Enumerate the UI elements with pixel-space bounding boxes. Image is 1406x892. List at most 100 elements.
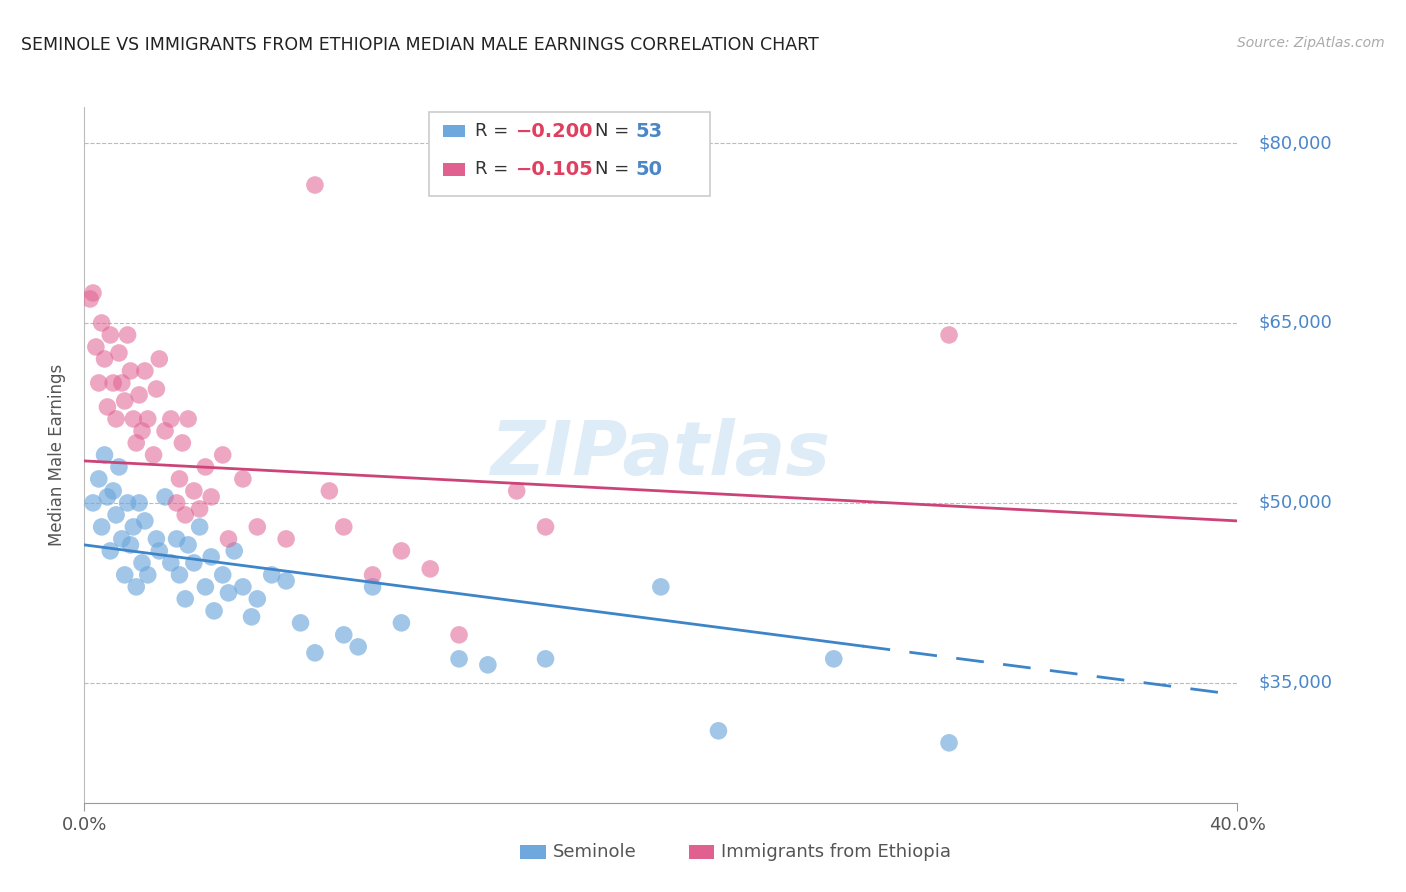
Point [217, 586, 239, 600]
Point [172, 436, 194, 450]
Point [166, 532, 188, 546]
Text: Source: ZipAtlas.com: Source: ZipAtlas.com [1237, 36, 1385, 50]
Point [103, 483, 124, 498]
Text: Seminole: Seminole [553, 843, 637, 861]
Point [160, 556, 183, 570]
Point [87, 376, 110, 390]
Point [117, 496, 139, 510]
Point [290, 615, 312, 630]
Point [169, 567, 191, 582]
Point [361, 567, 384, 582]
Point [125, 436, 148, 450]
Point [93, 351, 115, 366]
Point [136, 567, 159, 582]
Point [391, 615, 413, 630]
Text: $80,000: $80,000 [1258, 134, 1331, 152]
Point [194, 459, 217, 474]
Point [108, 459, 131, 474]
Point [477, 657, 499, 672]
Point [98, 544, 121, 558]
Point [131, 556, 153, 570]
Point [114, 567, 136, 582]
Point [120, 364, 142, 378]
Point [200, 490, 222, 504]
Point [202, 604, 225, 618]
Point [128, 388, 150, 402]
Point [169, 472, 191, 486]
Point [534, 520, 557, 534]
Point [120, 538, 142, 552]
Text: SEMINOLE VS IMMIGRANTS FROM ETHIOPIA MEDIAN MALE EARNINGS CORRELATION CHART: SEMINOLE VS IMMIGRANTS FROM ETHIOPIA MED… [21, 36, 818, 54]
Text: 53: 53 [636, 121, 662, 141]
Point [347, 640, 370, 654]
Point [148, 544, 170, 558]
Point [122, 520, 145, 534]
Text: −0.200: −0.200 [516, 121, 593, 141]
Point [217, 532, 239, 546]
Point [145, 532, 167, 546]
Point [183, 556, 205, 570]
Point [177, 538, 200, 552]
Point [117, 328, 139, 343]
Text: ZIPatlas: ZIPatlas [491, 418, 831, 491]
Point [332, 520, 354, 534]
Point [134, 364, 156, 378]
Point [232, 472, 254, 486]
Point [145, 382, 167, 396]
Point [177, 412, 200, 426]
Point [174, 508, 197, 522]
Point [153, 424, 176, 438]
Text: R =: R = [475, 122, 515, 140]
Point [148, 351, 170, 366]
Point [200, 549, 222, 564]
Point [823, 652, 845, 666]
Point [240, 610, 263, 624]
Point [103, 376, 124, 390]
Point [332, 628, 354, 642]
Point [84, 340, 107, 354]
Text: N =: N = [595, 122, 634, 140]
Point [938, 736, 960, 750]
Point [534, 652, 557, 666]
Point [111, 376, 134, 390]
Point [108, 346, 131, 360]
Point [274, 574, 298, 588]
Text: −0.105: −0.105 [516, 160, 593, 179]
Point [142, 448, 165, 462]
Text: $50,000: $50,000 [1258, 494, 1331, 512]
Point [174, 591, 197, 606]
Point [188, 520, 211, 534]
Point [90, 316, 112, 330]
Point [318, 483, 340, 498]
Point [246, 591, 269, 606]
Point [304, 178, 326, 192]
Point [650, 580, 672, 594]
Point [82, 496, 104, 510]
Point [131, 424, 153, 438]
Point [111, 532, 134, 546]
Point [134, 514, 156, 528]
Point [211, 567, 233, 582]
Point [93, 448, 115, 462]
Point [96, 400, 118, 414]
Point [938, 328, 960, 343]
Point [246, 520, 269, 534]
Text: Immigrants from Ethiopia: Immigrants from Ethiopia [721, 843, 952, 861]
Text: $35,000: $35,000 [1258, 673, 1333, 692]
Text: R =: R = [475, 161, 515, 178]
Point [391, 544, 413, 558]
Point [260, 567, 283, 582]
Point [122, 412, 145, 426]
Point [166, 496, 188, 510]
Point [506, 483, 529, 498]
Point [188, 502, 211, 516]
Y-axis label: Median Male Earnings: Median Male Earnings [48, 364, 66, 546]
Point [274, 532, 298, 546]
Point [224, 544, 246, 558]
Point [211, 448, 233, 462]
Point [160, 412, 183, 426]
Text: 50: 50 [636, 160, 662, 179]
Point [128, 496, 150, 510]
Point [447, 628, 470, 642]
Point [232, 580, 254, 594]
